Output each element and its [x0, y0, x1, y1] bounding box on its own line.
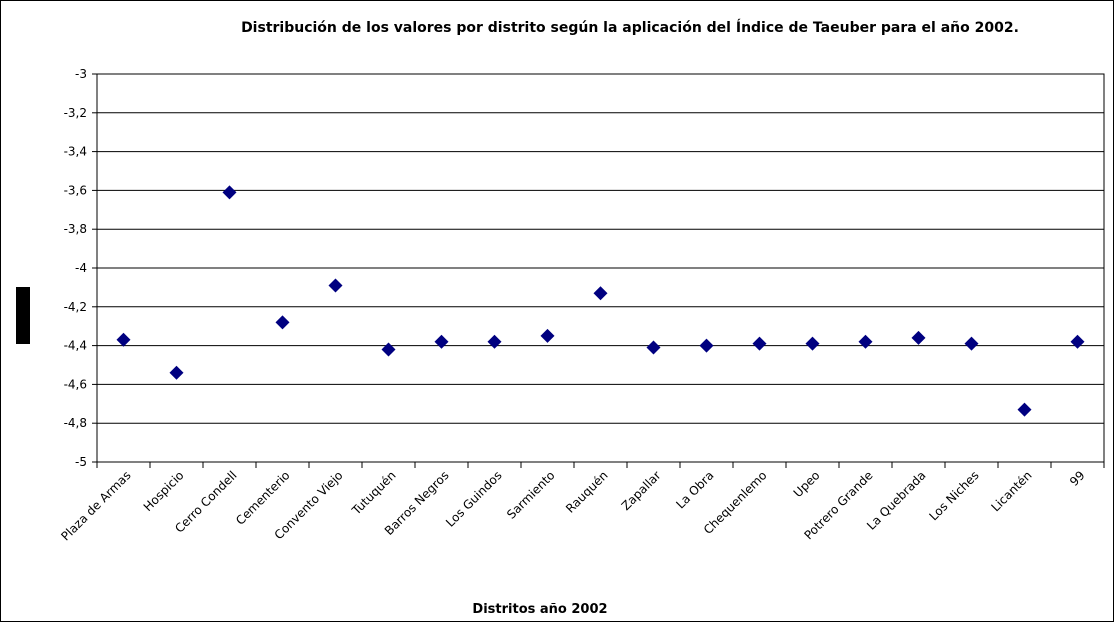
side-marker [16, 287, 30, 344]
point [593, 286, 608, 301]
point [381, 342, 396, 357]
y-tick-label: -3,8 [64, 222, 87, 236]
point [328, 278, 343, 293]
y-tick-label: -4,2 [64, 300, 87, 314]
plot-border [96, 73, 1105, 463]
y-tick-label: -4 [75, 261, 87, 275]
point [1017, 402, 1032, 417]
point [540, 328, 555, 343]
y-tick-label: -3,6 [64, 183, 87, 197]
point [964, 336, 979, 351]
x-axis-label: Distritos año 2002 [472, 602, 607, 617]
point [699, 338, 714, 353]
point [911, 330, 926, 345]
point [434, 334, 449, 349]
chart-title: Distribución de los valores por distrito… [241, 20, 1019, 36]
y-tick-label: -3,2 [64, 106, 87, 120]
point [487, 334, 502, 349]
point [116, 332, 131, 347]
point [222, 185, 237, 200]
point [1070, 334, 1085, 349]
y-tick-label: -3,4 [64, 145, 87, 159]
y-tick-label: -4,6 [64, 377, 87, 391]
y-tick-label: -4,4 [64, 339, 87, 353]
point [169, 365, 184, 380]
y-tick-label: -3 [75, 67, 87, 81]
point [752, 336, 767, 351]
point [275, 315, 290, 330]
y-tick-label: -4,8 [64, 416, 87, 430]
point [805, 336, 820, 351]
point [858, 334, 873, 349]
y-tick-label: -5 [75, 455, 87, 469]
point [646, 340, 661, 355]
